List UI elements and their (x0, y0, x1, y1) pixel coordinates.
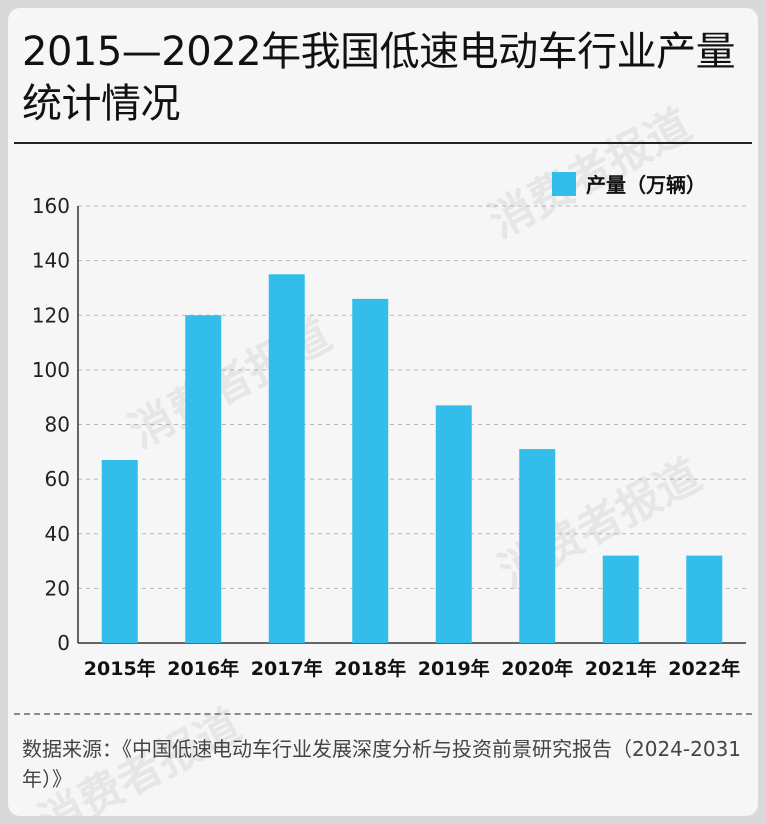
y-tick-label: 40 (45, 522, 70, 546)
bar (519, 449, 556, 643)
source-divider (14, 713, 752, 715)
y-tick-label: 100 (32, 358, 70, 382)
y-tick-label: 0 (57, 631, 70, 655)
bar (101, 460, 138, 643)
x-tick-label: 2020年 (501, 657, 573, 680)
y-tick-label: 80 (45, 413, 70, 437)
bar (268, 274, 305, 643)
x-tick-label: 2021年 (585, 657, 657, 680)
x-tick-label: 2018年 (334, 657, 406, 680)
y-tick-label: 140 (32, 249, 70, 273)
chart-title: 2015—2022年我国低速电动车行业产量统计情况 (22, 29, 736, 127)
y-tick-label: 60 (45, 467, 70, 491)
x-tick-label: 2022年 (668, 657, 740, 680)
bar (686, 555, 723, 643)
bar (352, 298, 389, 643)
bar (435, 405, 472, 643)
bar (602, 555, 639, 643)
y-tick-label: 20 (45, 576, 70, 600)
y-tick-label: 120 (32, 303, 70, 327)
title-divider (14, 142, 752, 144)
legend-swatch (552, 172, 576, 196)
bar (185, 315, 222, 643)
source-note: 数据来源：《中国低速电动车行业发展深度分析与投资前景研究报告（2024-2031… (22, 737, 742, 791)
x-tick-label: 2015年 (84, 657, 156, 680)
y-tick-label: 160 (32, 194, 70, 218)
x-tick-label: 2019年 (418, 657, 490, 680)
chart-card: 消费者报道 消费者报道 消费者报道 消费者报道 2015—2022年我国低速电动… (8, 8, 758, 816)
x-tick-label: 2017年 (251, 657, 323, 680)
x-tick-label: 2016年 (167, 657, 239, 680)
bar-chart: 0 20 40 60 80 100 120 140 160 2015年 2016年 2017年 2018… (32, 172, 746, 680)
legend-label: 产量（万辆） (586, 173, 706, 197)
